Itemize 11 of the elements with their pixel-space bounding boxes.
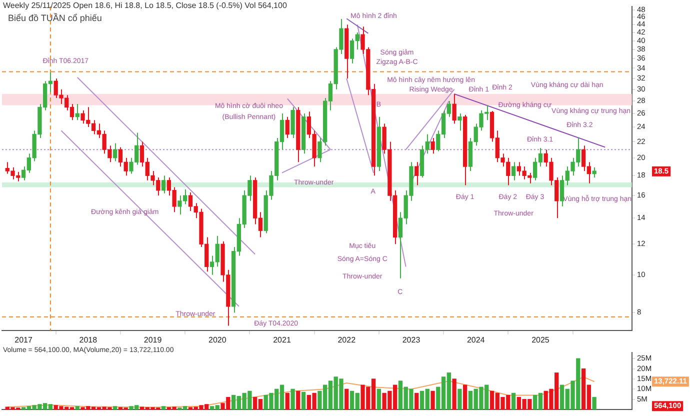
x-tick-label: 2020 [208, 335, 227, 344]
x-tick-label: 2025 [532, 335, 550, 344]
x-tick-label: 2022 [338, 335, 356, 344]
x-tick-label: 2024 [466, 335, 486, 344]
x-tick-label: 2021 [273, 335, 292, 344]
x-tick-label: 2023 [402, 335, 421, 344]
x-tick-label: 2017 [14, 335, 33, 344]
chart-title: Weekly 25/11/2025 Open 18.6, Hi 18.8, Lo 18.5, Close 18.5 (-0.5%) Vol 564,100 [3, 1, 287, 10]
text: Biểu đồ TUẦN cổ phiếu [8, 13, 102, 23]
x-tick-label: 2019 [144, 335, 162, 344]
x-tick-label: 2018 [79, 335, 98, 344]
